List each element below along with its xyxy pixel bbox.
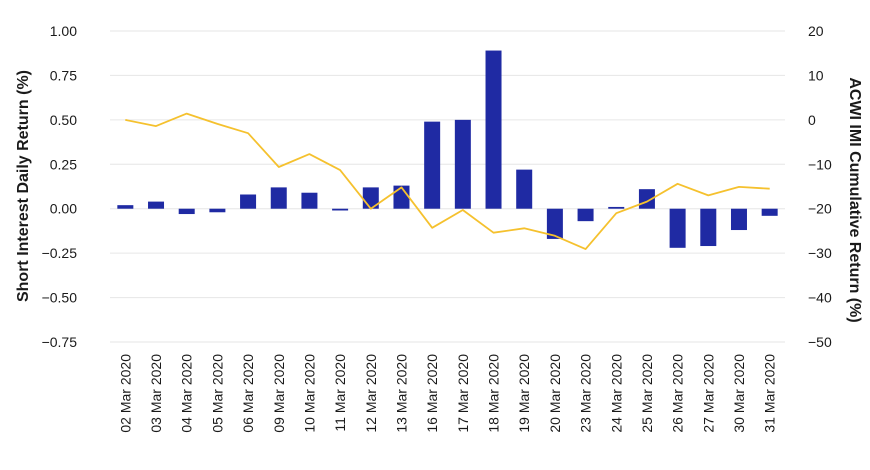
y-tick-label: 1.00 (50, 23, 77, 39)
bar (761, 208, 778, 216)
y2-tick-label: 10 (808, 67, 824, 83)
x-tick-label: 18 Mar 2020 (486, 354, 502, 433)
x-tick-label: 13 Mar 2020 (394, 354, 410, 433)
x-tick-label: 27 Mar 2020 (700, 354, 716, 433)
bar (608, 206, 625, 209)
y2-tick-label: −30 (808, 245, 832, 261)
bar (332, 208, 349, 211)
x-tick-label: 19 Mar 2020 (516, 354, 532, 433)
y2-tick-label: 20 (808, 23, 824, 39)
x-tick-label: 10 Mar 2020 (301, 354, 317, 433)
x-tick-label: 06 Mar 2020 (240, 354, 256, 433)
x-tick-label: 09 Mar 2020 (271, 354, 287, 433)
x-tick-label: 24 Mar 2020 (608, 354, 624, 433)
y-axis-title-right: ACWI IMI Cumulative Return (%) (846, 77, 863, 322)
bar (301, 192, 318, 209)
x-axis-ticks: 02 Mar 2020 03 Mar 2020 04 Mar 2020 05 Mar … (117, 354, 777, 433)
bar (209, 208, 226, 213)
y-tick-label: 0.00 (50, 201, 77, 217)
bar (270, 187, 287, 209)
y2-tick-label: −50 (808, 334, 832, 350)
bar (577, 208, 594, 222)
x-tick-label: 30 Mar 2020 (731, 354, 747, 433)
bar (669, 208, 686, 248)
bar (485, 50, 502, 209)
bar (700, 208, 717, 247)
left-axis-ticks: 1.00 0.75 0.50 0.25 0.00 −0.25 −0.50 −0.75 (42, 23, 78, 350)
y2-tick-label: −40 (808, 290, 832, 306)
bar (178, 208, 195, 215)
y-tick-label: 0.25 (50, 156, 77, 172)
x-tick-label: 25 Mar 2020 (639, 354, 655, 433)
y-axis-title-left: Short Interest Daily Return (%) (15, 70, 32, 302)
right-axis-ticks: 20 10 0 −10 −20 −30 −40 −50 (808, 23, 832, 350)
y-tick-label: 0.50 (50, 112, 77, 128)
bar (393, 185, 410, 209)
bar-series (117, 50, 778, 248)
x-tick-label: 26 Mar 2020 (670, 354, 686, 433)
x-tick-label: 03 Mar 2020 (148, 354, 164, 433)
bar (148, 201, 165, 209)
x-tick-label: 02 Mar 2020 (117, 354, 133, 433)
x-tick-label: 04 Mar 2020 (179, 354, 195, 433)
x-tick-label: 20 Mar 2020 (547, 354, 563, 433)
y-tick-label: −0.50 (42, 290, 78, 306)
line-path (125, 112, 770, 251)
x-tick-label: 12 Mar 2020 (363, 354, 379, 433)
x-tick-label: 11 Mar 2020 (332, 354, 348, 432)
bar (117, 205, 134, 209)
bar (454, 119, 471, 209)
bar (546, 208, 563, 239)
x-tick-label: 23 Mar 2020 (578, 354, 594, 433)
line-series (125, 112, 770, 251)
bar (516, 169, 533, 209)
x-tick-label: 05 Mar 2020 (209, 354, 225, 433)
y-tick-label: 0.75 (50, 67, 77, 83)
bar (730, 208, 747, 231)
x-tick-label: 31 Mar 2020 (762, 354, 778, 433)
x-tick-label: 17 Mar 2020 (455, 354, 471, 433)
y2-tick-label: −10 (808, 156, 832, 172)
bar (424, 121, 441, 209)
y-tick-label: −0.75 (42, 334, 78, 350)
bar (240, 194, 257, 209)
y2-tick-label: −20 (808, 201, 832, 217)
y2-tick-label: 0 (808, 112, 816, 128)
y-tick-label: −0.25 (42, 245, 78, 261)
x-tick-label: 16 Mar 2020 (424, 354, 440, 433)
